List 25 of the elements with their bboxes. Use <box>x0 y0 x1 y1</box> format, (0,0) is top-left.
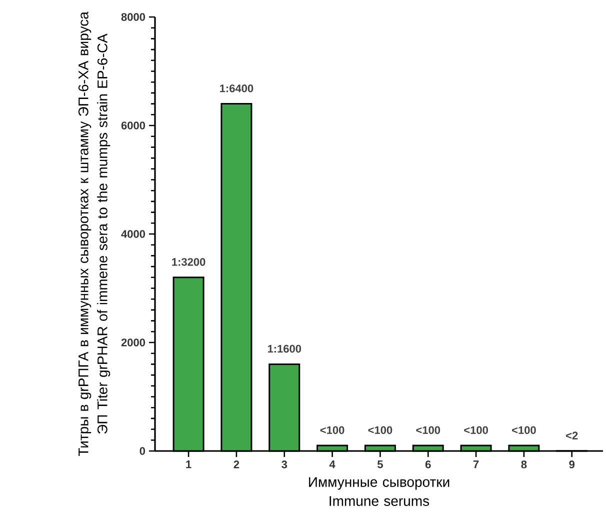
x-tick-label: 9 <box>569 460 574 468</box>
x-tick-label: 7 <box>473 460 479 468</box>
x-tick-label: 3 <box>282 460 288 468</box>
y-tick-label: 2000 <box>121 338 146 346</box>
x-tick-label: 2 <box>234 460 240 468</box>
data-label: 1:6400 <box>220 84 254 92</box>
y-tick-label: 0 <box>140 447 146 455</box>
data-label: 1:3200 <box>172 258 206 266</box>
x-tick-label: 6 <box>425 460 431 468</box>
x-tick-label: 4 <box>329 460 336 468</box>
x-tick-label: 5 <box>377 460 383 468</box>
data-label: <2 <box>566 432 578 440</box>
data-label: <100 <box>368 426 392 434</box>
y-tick-label: 8000 <box>121 13 146 21</box>
y-axis-title: Титры в grРПГА в иммунных сыворотках к штамму ЭП-6-ХА вируса ЭП Titer grPHAR of immene sera to the mumps strain EP-6-CA <box>78 12 110 456</box>
data-label: <100 <box>416 426 440 434</box>
data-label: <100 <box>464 426 488 434</box>
x-axis-title: Иммунные сыворотки Immune serums <box>309 477 450 506</box>
data-label: 1:1600 <box>268 344 302 353</box>
data-label: <100 <box>512 426 536 434</box>
y-tick-label: 4000 <box>121 230 146 238</box>
y-tick-label: 6000 <box>121 122 146 130</box>
x-tick-label: 1 <box>186 460 192 468</box>
x-tick-label: 8 <box>521 460 527 468</box>
data-label: <100 <box>320 426 344 434</box>
